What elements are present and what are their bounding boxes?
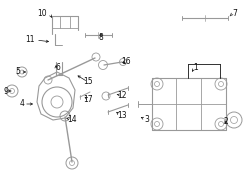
Text: 4: 4 [20, 100, 24, 109]
Text: 8: 8 [99, 33, 103, 42]
Text: 6: 6 [56, 62, 61, 71]
Text: 7: 7 [233, 10, 237, 19]
Text: 16: 16 [121, 57, 131, 66]
Text: 14: 14 [67, 114, 77, 123]
Text: 3: 3 [144, 114, 149, 123]
Text: 17: 17 [83, 94, 93, 103]
Text: 5: 5 [16, 68, 20, 76]
Text: 10: 10 [37, 10, 47, 19]
Text: 12: 12 [117, 91, 127, 100]
Text: 1: 1 [194, 64, 198, 73]
Text: 13: 13 [117, 111, 127, 120]
Text: 2: 2 [224, 118, 228, 127]
Text: 11: 11 [25, 35, 35, 44]
Text: 15: 15 [83, 78, 93, 87]
Text: 9: 9 [4, 87, 9, 96]
